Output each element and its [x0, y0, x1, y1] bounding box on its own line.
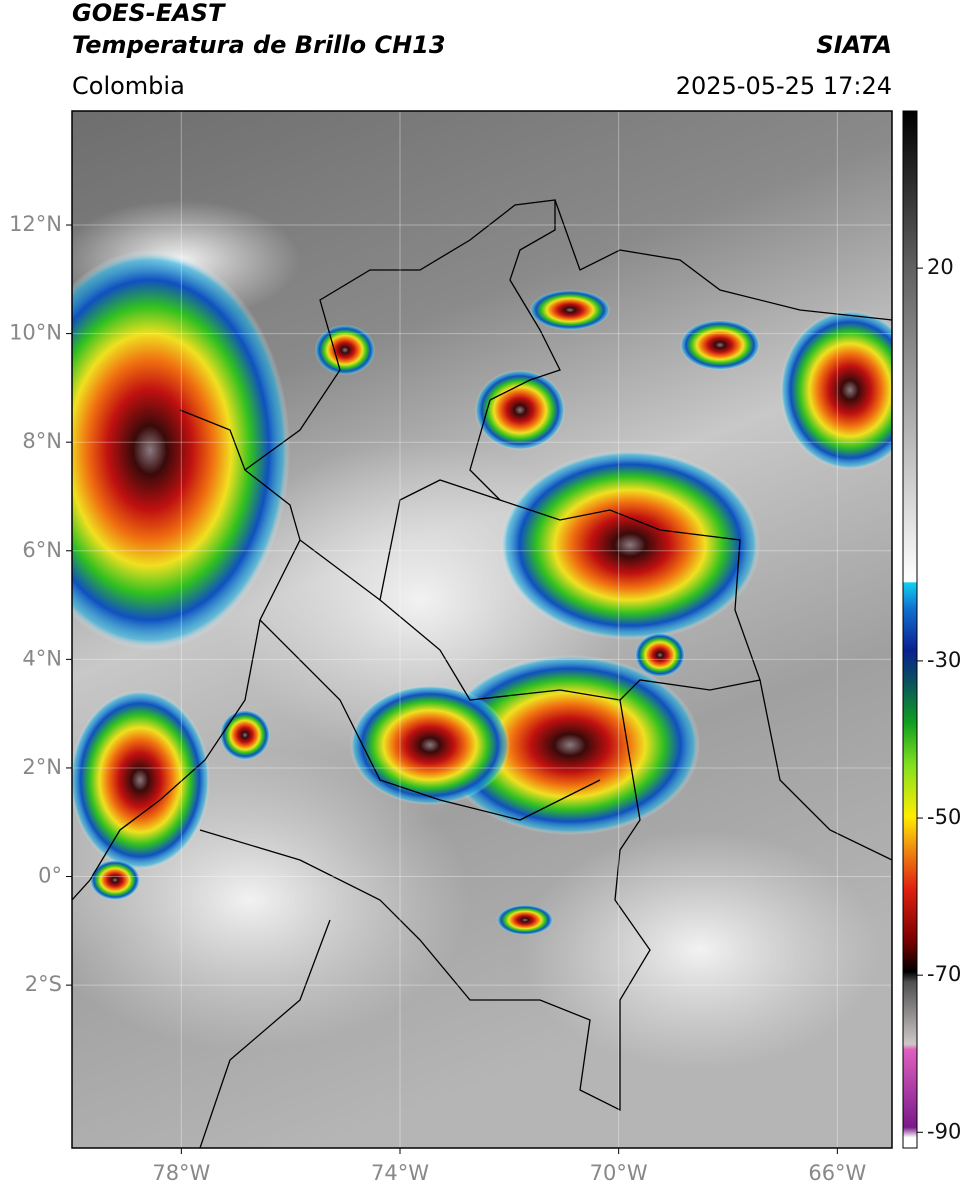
y-tick-label: 6°N: [22, 538, 62, 562]
colorbar-tick-label: 20: [927, 255, 954, 279]
y-tick-label: 0°: [38, 864, 62, 888]
y-tick-label: 4°N: [22, 646, 62, 670]
x-tick-label: 66°W: [808, 1161, 866, 1185]
datetime: 2025-05-25 17:24: [676, 72, 892, 100]
y-tick-label: 2°N: [22, 755, 62, 779]
colorbar-tick-label: -50: [927, 805, 961, 829]
colorbar-tick-label: -30: [927, 648, 961, 672]
x-tick-label: 74°W: [371, 1161, 429, 1185]
graticule: [72, 111, 892, 1148]
map-frame: [71, 110, 893, 1149]
subtitle: Temperatura de Brillo CH13: [72, 31, 446, 59]
y-tick-label: 2°S: [25, 972, 62, 996]
colorbar: [902, 110, 918, 1149]
title: GOES-EAST: [72, 0, 226, 27]
source: SIATA: [816, 31, 892, 59]
x-tick-label: 70°W: [590, 1161, 648, 1185]
satellite-image: [72, 111, 892, 1148]
colorbar-tick-label: -70: [927, 962, 961, 986]
region: Colombia: [72, 72, 185, 100]
y-tick-label: 8°N: [22, 429, 62, 453]
y-tick-label: 10°N: [9, 321, 62, 345]
y-tick-label: 12°N: [9, 212, 62, 236]
x-tick-label: 78°W: [152, 1161, 210, 1185]
colorbar-tick-label: -90: [927, 1119, 961, 1143]
